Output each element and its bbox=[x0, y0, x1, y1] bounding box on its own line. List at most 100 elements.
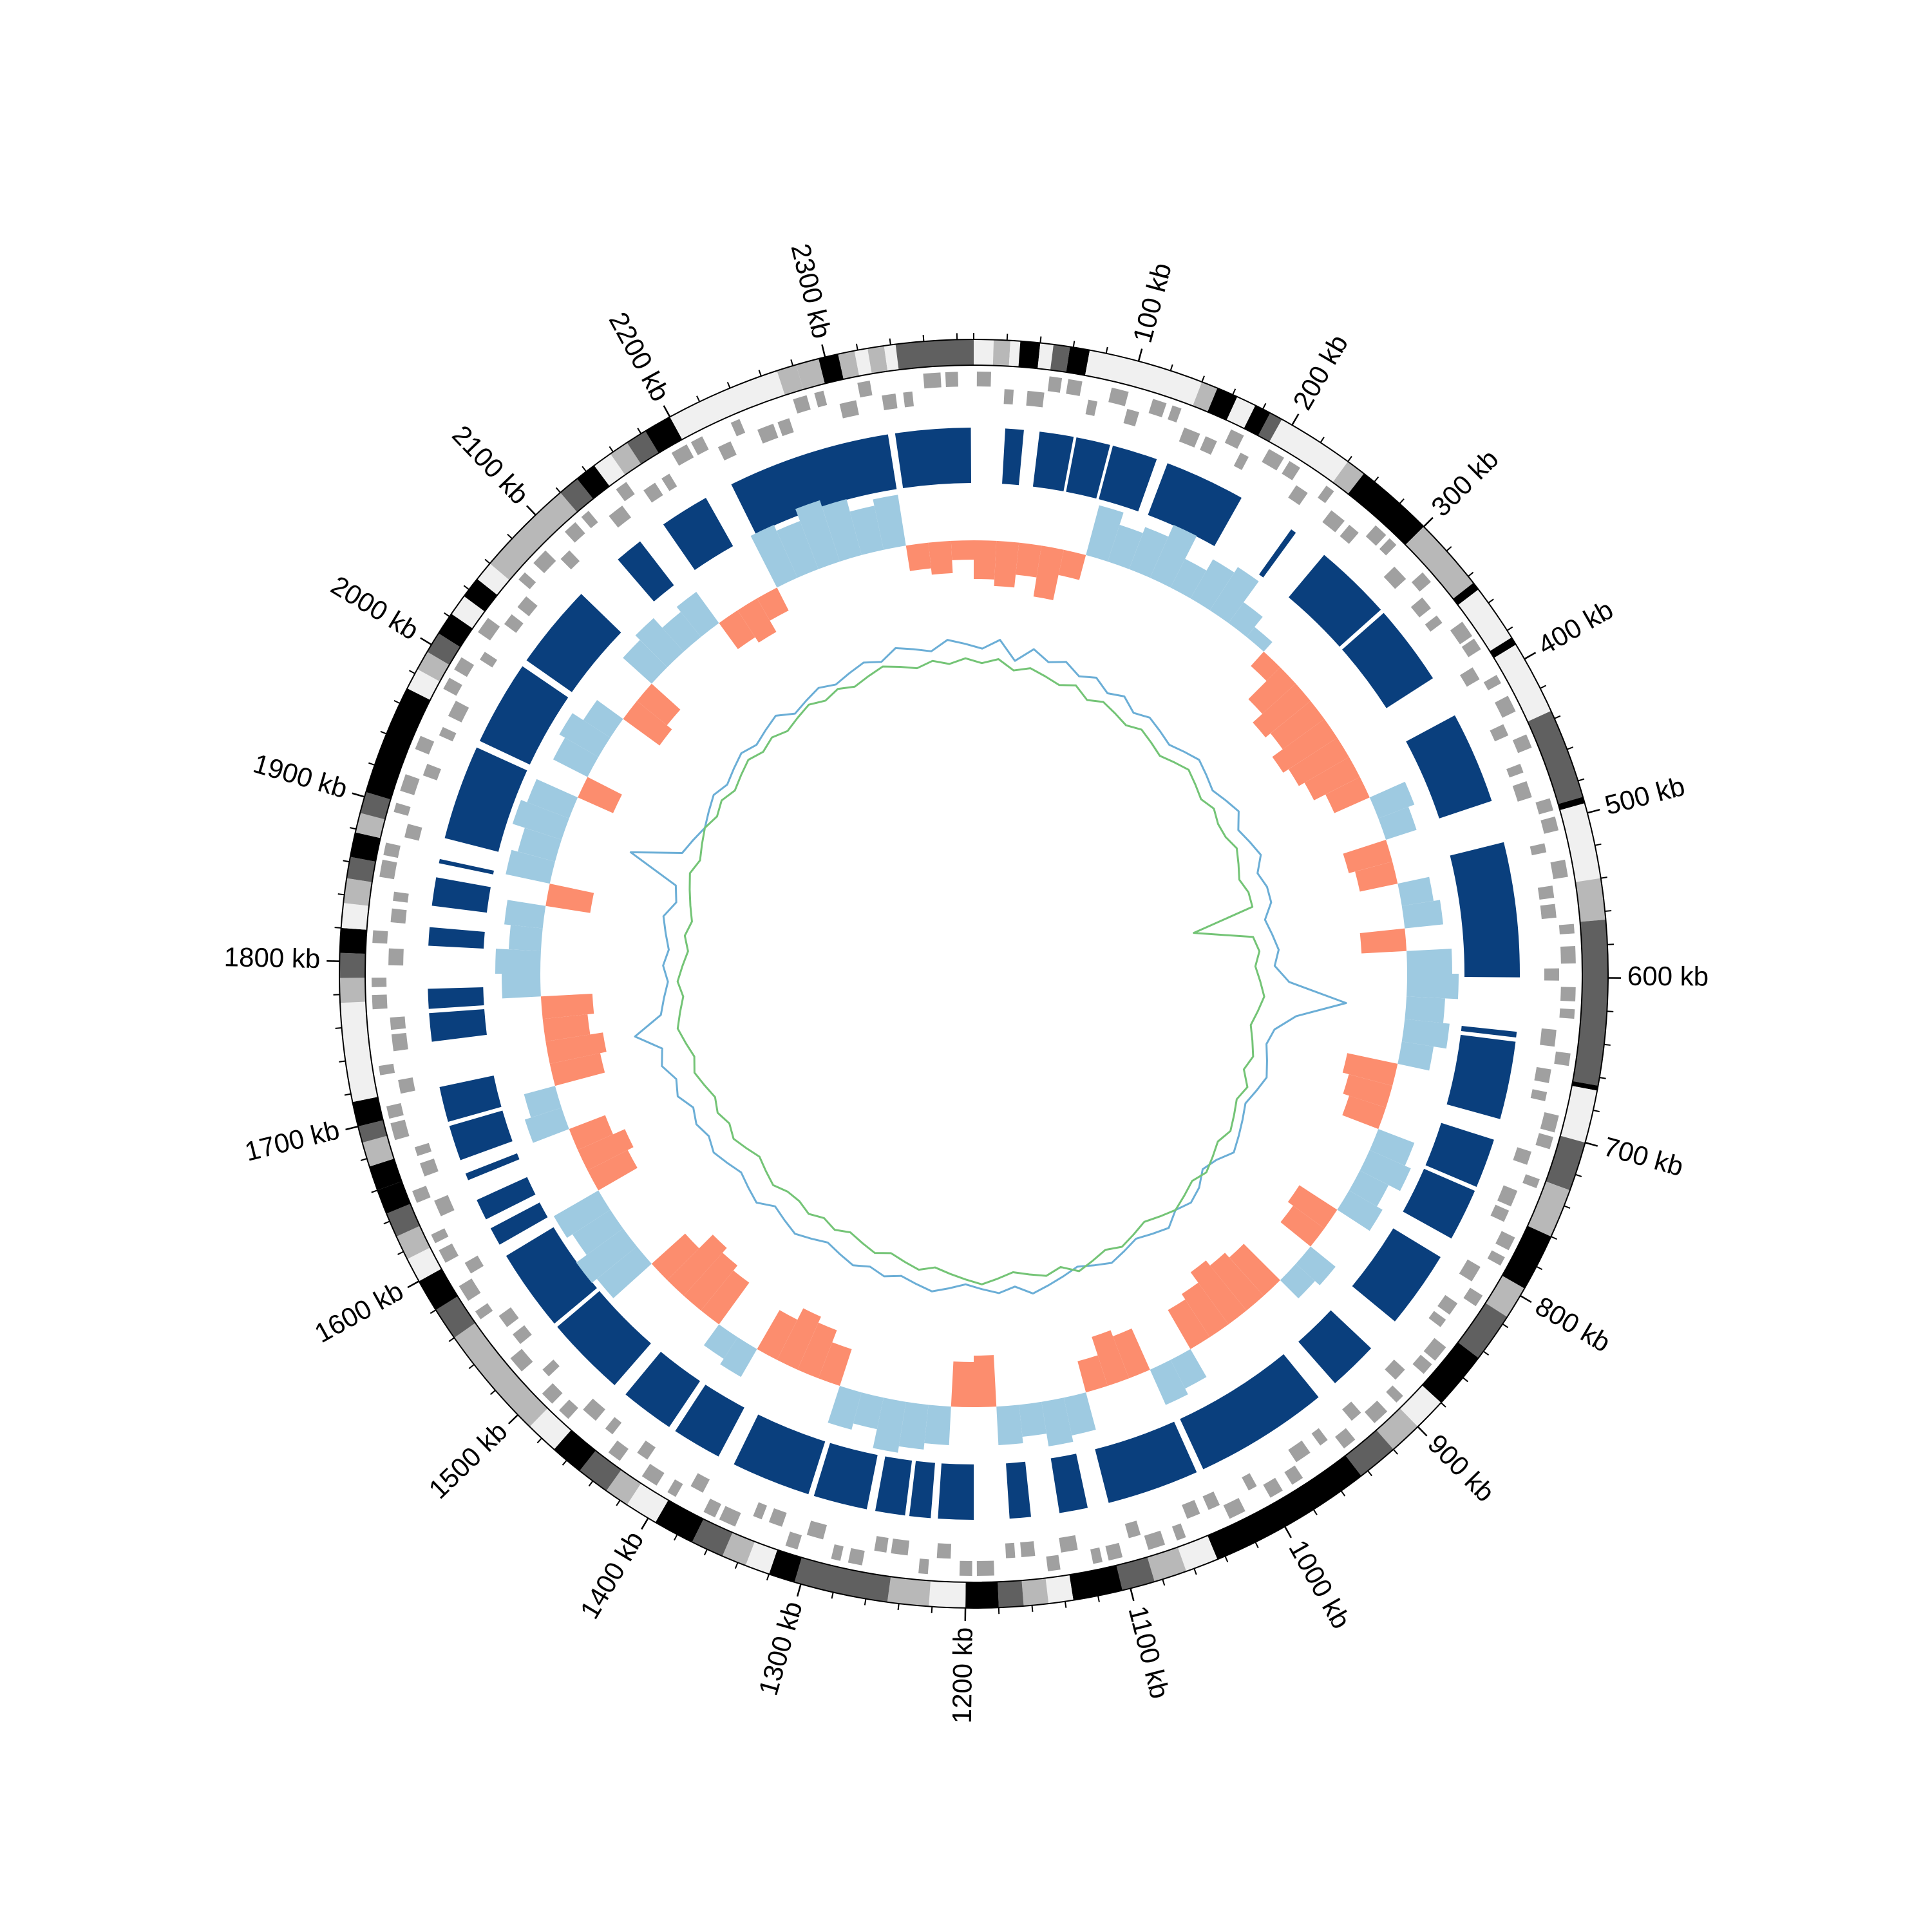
gene bbox=[1495, 696, 1516, 718]
histogram-bar bbox=[540, 994, 594, 1019]
minor-tick bbox=[1193, 1568, 1197, 1575]
histogram-bar bbox=[1041, 1397, 1074, 1446]
ideogram-band bbox=[1457, 589, 1512, 652]
block bbox=[1446, 1034, 1516, 1119]
histogram-bar bbox=[667, 1235, 727, 1296]
gene bbox=[372, 930, 388, 944]
ideogram-band bbox=[887, 1577, 931, 1607]
histogram-bar bbox=[1296, 1246, 1336, 1285]
gene bbox=[1383, 566, 1406, 589]
ideogram-band bbox=[1009, 340, 1021, 367]
histogram-bar bbox=[1369, 781, 1415, 819]
ideogram-band bbox=[965, 1582, 999, 1608]
minor-tick bbox=[1536, 1265, 1543, 1271]
block bbox=[1403, 1168, 1475, 1239]
histogram-bar bbox=[569, 1115, 613, 1150]
gene bbox=[1506, 764, 1524, 778]
minor-tick bbox=[507, 533, 513, 540]
histogram-bar bbox=[623, 639, 668, 684]
gene bbox=[1262, 449, 1284, 471]
tick-label: 600 kb bbox=[1627, 961, 1709, 992]
gene bbox=[848, 1548, 865, 1566]
minor-tick bbox=[588, 1481, 594, 1487]
histogram-bar bbox=[1246, 627, 1273, 652]
gene bbox=[959, 1560, 972, 1576]
histogram-bar bbox=[559, 713, 611, 757]
gene bbox=[1550, 859, 1568, 880]
minor-tick bbox=[1064, 1601, 1067, 1608]
gene bbox=[661, 473, 677, 491]
histogram-bar bbox=[720, 1337, 757, 1378]
minor-tick bbox=[831, 1592, 834, 1599]
ideogram-band bbox=[895, 339, 974, 370]
minor-tick bbox=[1340, 1490, 1346, 1497]
gene bbox=[1288, 1440, 1311, 1463]
minor-tick bbox=[1564, 1205, 1571, 1209]
gene bbox=[542, 1383, 563, 1404]
histogram-bar bbox=[777, 1308, 821, 1370]
histogram-bar bbox=[545, 884, 594, 913]
ideogram-band bbox=[1528, 1181, 1570, 1237]
minor-tick bbox=[582, 466, 587, 472]
gene bbox=[1263, 1477, 1283, 1498]
gene bbox=[390, 1119, 410, 1141]
ideogram-band bbox=[1021, 1578, 1049, 1606]
gene bbox=[1558, 923, 1575, 934]
gene bbox=[1334, 1428, 1356, 1449]
ideogram-band bbox=[1571, 1081, 1598, 1091]
histogram-bar bbox=[1190, 559, 1235, 611]
minor-tick bbox=[1097, 1595, 1100, 1602]
minor-tick bbox=[1255, 1542, 1259, 1548]
histogram-bar bbox=[750, 524, 798, 588]
gene bbox=[1560, 945, 1576, 964]
minor-tick bbox=[343, 860, 350, 863]
histogram-bar bbox=[737, 598, 777, 643]
ideogram-band bbox=[1193, 381, 1218, 412]
ideogram-band bbox=[438, 614, 473, 647]
histogram-bar bbox=[1077, 1355, 1108, 1393]
gene bbox=[1224, 429, 1244, 449]
gene bbox=[1386, 1385, 1403, 1403]
histogram-bar bbox=[951, 540, 974, 560]
minor-tick bbox=[1600, 876, 1607, 879]
gene bbox=[1124, 1520, 1141, 1539]
histogram-bar bbox=[1150, 1359, 1188, 1405]
ideogram-band bbox=[339, 952, 366, 978]
gene bbox=[1560, 987, 1576, 1002]
block bbox=[1002, 428, 1024, 486]
major-tick bbox=[1520, 1294, 1532, 1303]
major-tick bbox=[641, 1517, 649, 1530]
histogram-bar bbox=[1270, 701, 1325, 750]
histogram-bar bbox=[502, 974, 541, 999]
minor-tick bbox=[703, 1549, 708, 1556]
gene bbox=[379, 859, 397, 880]
gene bbox=[1459, 667, 1480, 687]
gene bbox=[475, 1303, 493, 1320]
histogram-bar bbox=[1228, 602, 1263, 637]
histogram-bar bbox=[1397, 876, 1434, 906]
ideogram-band bbox=[1376, 1408, 1418, 1450]
minor-tick bbox=[337, 893, 345, 896]
histogram-bar bbox=[683, 1253, 738, 1311]
histogram-bar bbox=[898, 1401, 929, 1450]
ideogram-band bbox=[769, 1549, 802, 1582]
gene bbox=[1540, 816, 1559, 834]
ideogram-band bbox=[343, 878, 372, 906]
minor-tick bbox=[1599, 1077, 1606, 1079]
ideogram-band bbox=[352, 1097, 383, 1127]
minor-tick bbox=[616, 1500, 621, 1506]
block bbox=[1425, 1122, 1494, 1187]
histogram-bar bbox=[1369, 1129, 1415, 1166]
minor-tick bbox=[1595, 843, 1602, 846]
ideogram-band bbox=[396, 1226, 431, 1260]
gene bbox=[1495, 1231, 1515, 1251]
minor-tick bbox=[344, 1093, 352, 1096]
histogram-bar bbox=[527, 779, 578, 819]
histogram-bar bbox=[1107, 524, 1143, 569]
major-tick bbox=[663, 405, 671, 417]
gene bbox=[480, 652, 498, 668]
gene bbox=[420, 1159, 439, 1177]
histogram-bar bbox=[719, 610, 755, 649]
gene bbox=[431, 1228, 449, 1244]
gene bbox=[1423, 1338, 1446, 1361]
